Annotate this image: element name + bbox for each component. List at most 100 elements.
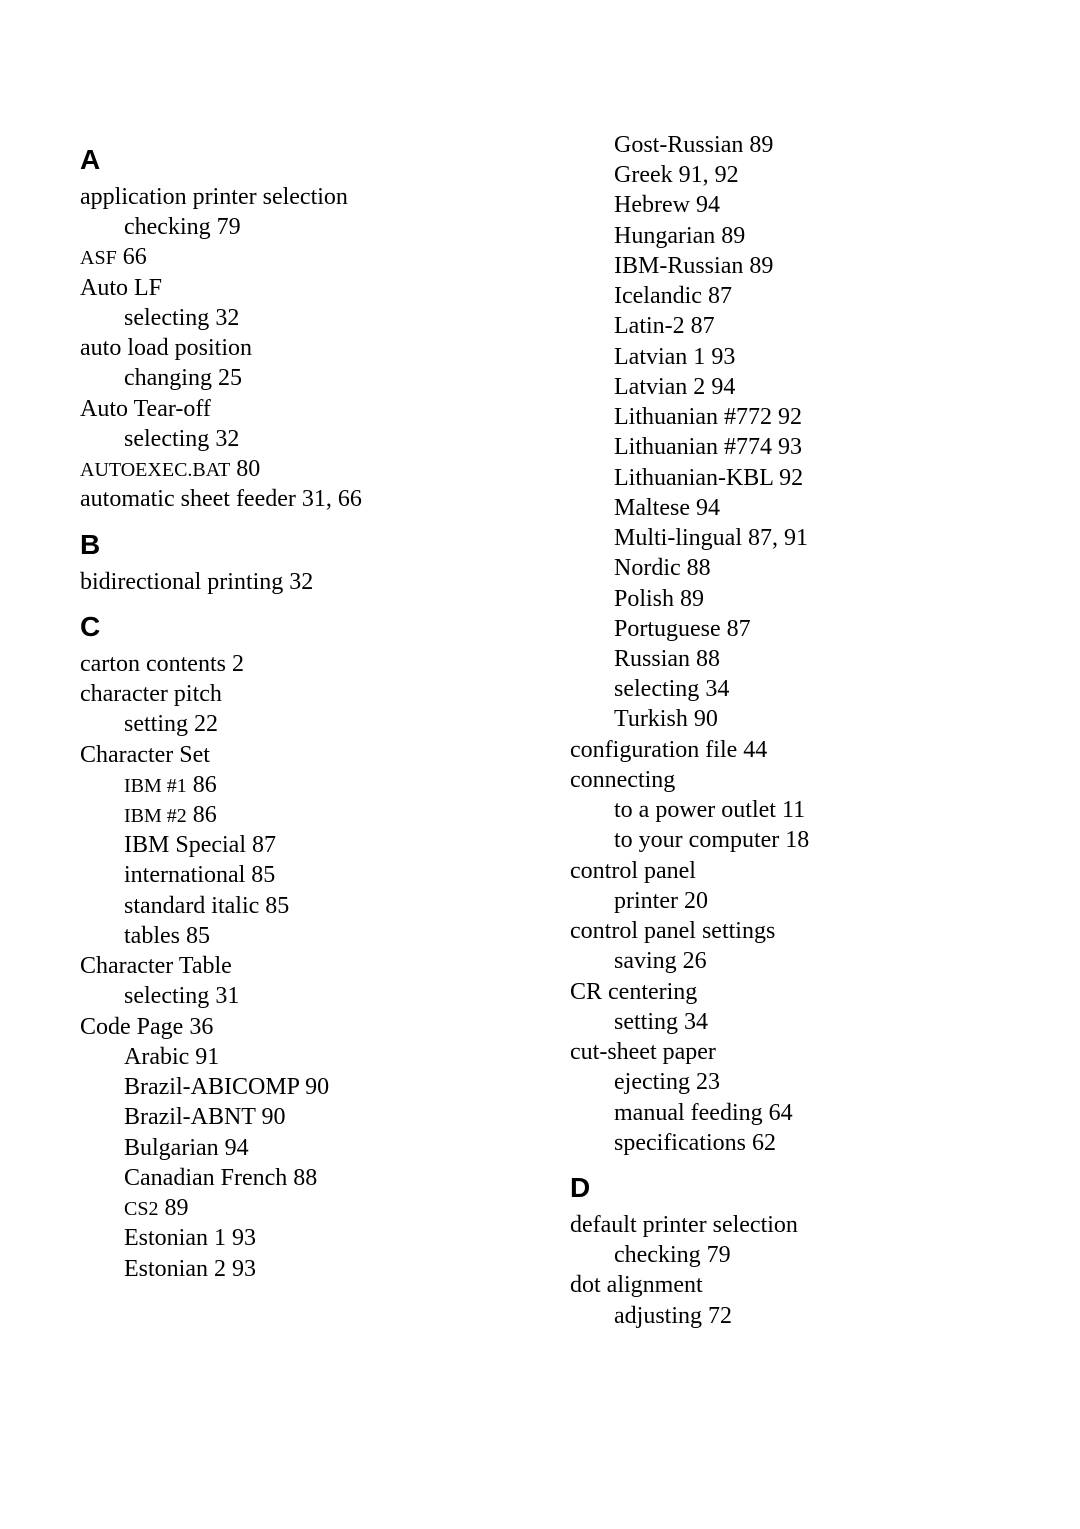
index-entry-text: Character Set xyxy=(80,742,210,768)
index-entry-page: 31 xyxy=(209,983,239,1009)
index-entry: Character Table xyxy=(80,951,510,981)
index-entry-page: 88 xyxy=(690,646,720,672)
index-entry: international 85 xyxy=(80,860,510,890)
index-entry-page: 87 xyxy=(721,616,751,642)
index-entry-page: 79 xyxy=(701,1242,731,1268)
index-entry-page: 23 xyxy=(690,1069,720,1095)
index-entry: IBM Special 87 xyxy=(80,830,510,860)
index-entry-page: 92 xyxy=(772,404,802,430)
index-entry-text: Brazil-ABNT xyxy=(124,1104,256,1130)
index-entry-page: 89 xyxy=(715,223,745,249)
index-entry-text: Hungarian xyxy=(614,223,715,249)
index-entry-text: saving xyxy=(614,948,677,974)
index-entry: dot alignment xyxy=(570,1270,1000,1300)
index-entry-text: adjusting xyxy=(614,1303,702,1329)
index-entry-text: Estonian 1 xyxy=(124,1225,226,1251)
index-entry-page: 93 xyxy=(226,1256,256,1282)
index-entry: Russian 88 xyxy=(570,644,1000,674)
index-entry: manual feeding 64 xyxy=(570,1098,1000,1128)
index-entry-page: 90 xyxy=(688,706,718,732)
index-entry-text: setting xyxy=(124,711,188,737)
index-entry-text: selecting xyxy=(124,426,209,452)
index-entry-page: 32 xyxy=(209,426,239,452)
index-entry-page: 88 xyxy=(681,555,711,581)
index-entry-page: 87 xyxy=(685,313,715,339)
index-entry: Character Set xyxy=(80,740,510,770)
index-entry-page: 31, 66 xyxy=(296,486,362,512)
index-entry-text: checking xyxy=(614,1242,701,1268)
index-entry-text: Latvian 2 xyxy=(614,374,705,400)
index-entry-page: 91, 92 xyxy=(673,162,739,188)
index-entry: Bulgarian 94 xyxy=(80,1133,510,1163)
index-entry-text: CR centering xyxy=(570,979,697,1005)
index-entry: checking 79 xyxy=(80,212,510,242)
index-entry-text: default printer selection xyxy=(570,1212,798,1238)
section-a-entries: application printer selectionchecking 79… xyxy=(80,182,510,515)
index-entry-page: 26 xyxy=(677,948,707,974)
index-entry: saving 26 xyxy=(570,946,1000,976)
index-entry-page: 72 xyxy=(702,1303,732,1329)
index-entry: Lithuanian-KBL 92 xyxy=(570,463,1000,493)
section-a-heading: A xyxy=(80,144,510,176)
index-entry-text: IBM-Russian xyxy=(614,253,743,279)
section-c-continued-entries: Gost-Russian 89Greek 91, 92Hebrew 94Hung… xyxy=(570,130,1000,1158)
index-entry-page: 32 xyxy=(283,569,313,595)
index-entry: Latvian 2 94 xyxy=(570,372,1000,402)
index-entry-page: 85 xyxy=(245,862,275,888)
index-entry-page: 94 xyxy=(690,192,720,218)
index-entry-page: 11 xyxy=(776,797,805,823)
index-entry: to your computer 18 xyxy=(570,825,1000,855)
index-entry: Latvian 1 93 xyxy=(570,342,1000,372)
index-entry: checking 79 xyxy=(570,1240,1000,1270)
index-entry-text: Arabic xyxy=(124,1044,189,1070)
index-entry: Nordic 88 xyxy=(570,553,1000,583)
index-entry-text: Lithuanian #772 xyxy=(614,404,772,430)
index-entry-page: 66 xyxy=(117,244,147,270)
section-b-entries: bidirectional printing 32 xyxy=(80,567,510,597)
index-entry-text: control panel xyxy=(570,858,696,884)
index-entry-text: ejecting xyxy=(614,1069,690,1095)
index-entry: Polish 89 xyxy=(570,584,1000,614)
index-entry-text: bidirectional printing xyxy=(80,569,283,595)
index-entry: Icelandic 87 xyxy=(570,281,1000,311)
index-entry: cut-sheet paper xyxy=(570,1037,1000,1067)
index-entry-text: Multi-lingual xyxy=(614,525,742,551)
index-entry: Hungarian 89 xyxy=(570,221,1000,251)
index-entry-page: 87 xyxy=(246,832,276,858)
index-entry-text: tables xyxy=(124,923,180,949)
index-entry: IBM-Russian 89 xyxy=(570,251,1000,281)
index-entry-page: 79 xyxy=(211,214,241,240)
index-entry: printer 20 xyxy=(570,886,1000,916)
index-entry-text: standard italic xyxy=(124,893,259,919)
index-entry: connecting xyxy=(570,765,1000,795)
index-entry-page: 34 xyxy=(678,1009,708,1035)
index-entry: Estonian 2 93 xyxy=(80,1254,510,1284)
index-entry-text: Hebrew xyxy=(614,192,690,218)
index-entry-text: specifications xyxy=(614,1130,746,1156)
index-entry-text: application printer selection xyxy=(80,184,348,210)
index-entry: CS2 89 xyxy=(80,1193,510,1223)
index-entry-page: 85 xyxy=(259,893,289,919)
index-entry: Hebrew 94 xyxy=(570,190,1000,220)
index-entry-text: to your computer xyxy=(614,827,779,853)
section-d-entries: default printer selectionchecking 79dot … xyxy=(570,1210,1000,1331)
index-entry-text: Portuguese xyxy=(614,616,721,642)
index-entry: Arabic 91 xyxy=(80,1042,510,1072)
index-entry: adjusting 72 xyxy=(570,1301,1000,1331)
index-entry: ejecting 23 xyxy=(570,1067,1000,1097)
index-entry-page: 44 xyxy=(737,737,767,763)
index-entry: IBM #2 86 xyxy=(80,800,510,830)
index-entry-page: 87 xyxy=(702,283,732,309)
index-entry: automatic sheet feeder 31, 66 xyxy=(80,484,510,514)
index-entry-page: 86 xyxy=(187,802,217,828)
index-entry: setting 22 xyxy=(80,709,510,739)
index-entry-text: setting xyxy=(614,1009,678,1035)
index-entry: control panel xyxy=(570,856,1000,886)
index-entry-page: 94 xyxy=(705,374,735,400)
index-entry-text: automatic sheet feeder xyxy=(80,486,296,512)
index-entry-text: control panel settings xyxy=(570,918,775,944)
index-entry-page: 18 xyxy=(779,827,809,853)
index-entry: auto load position xyxy=(80,333,510,363)
index-entry: Brazil-ABNT 90 xyxy=(80,1102,510,1132)
index-page: A application printer selectionchecking … xyxy=(0,0,1080,1371)
